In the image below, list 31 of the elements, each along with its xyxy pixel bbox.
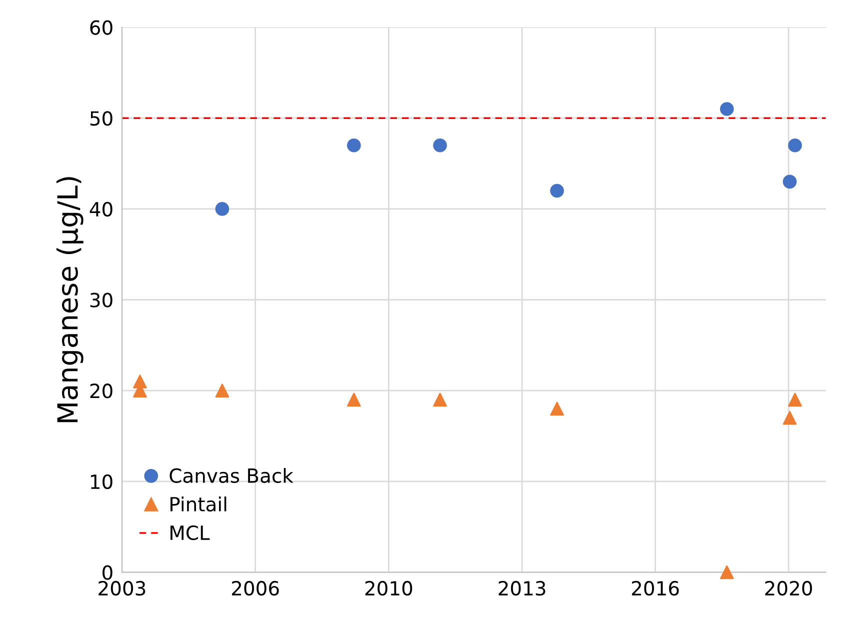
y-tick-label: 20 — [90, 384, 112, 398]
point — [788, 138, 802, 152]
point — [788, 392, 802, 407]
y-tick-label: 40 — [90, 202, 112, 217]
y-tick-label: 50 — [90, 111, 112, 126]
point — [782, 174, 797, 189]
y-tick-label: 10 — [91, 474, 112, 490]
legend-label: Pintail — [170, 496, 226, 512]
point — [433, 392, 447, 407]
y-tick-label: 60 — [90, 20, 112, 35]
x-tick-label: 2003 — [98, 580, 146, 596]
point — [550, 402, 564, 416]
point — [347, 138, 361, 152]
y-tick-label: 0 — [102, 565, 112, 580]
point — [347, 392, 361, 407]
y-axis-title: Manganese (µg/L) — [56, 177, 84, 422]
point — [720, 565, 734, 580]
legend-label: MCL — [170, 525, 210, 540]
y-tick-label: 30 — [90, 292, 112, 308]
point — [433, 138, 447, 152]
point — [720, 102, 734, 116]
point — [215, 202, 230, 216]
x-tick-label: 2010 — [365, 580, 412, 596]
x-tick-label: 2013 — [498, 580, 546, 596]
legend-label: Canvas Back — [170, 468, 294, 484]
x-tick-label: 2020 — [765, 580, 812, 596]
point — [782, 410, 797, 425]
x-tick-label: 2006 — [232, 580, 279, 596]
x-tick-label: 2016 — [632, 580, 679, 596]
point — [550, 184, 564, 198]
point — [215, 384, 230, 398]
